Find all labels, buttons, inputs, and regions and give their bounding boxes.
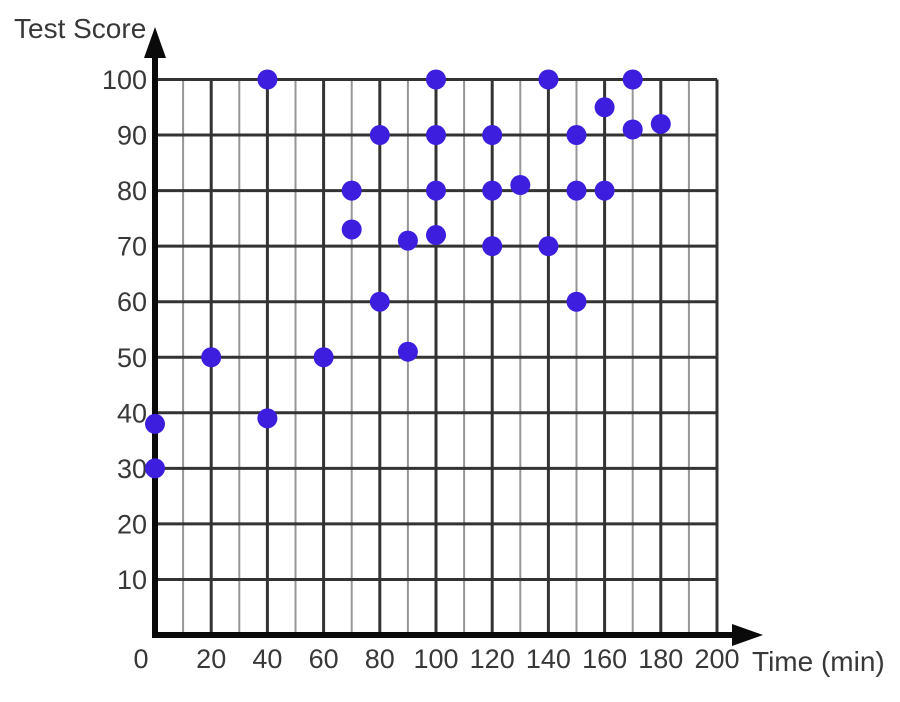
- y-axis-title: Test Score: [14, 13, 146, 44]
- x-tick-label: 100: [413, 644, 458, 674]
- x-tick-label: 0: [133, 644, 148, 674]
- x-tick-label: 120: [470, 644, 515, 674]
- data-point: [397, 341, 418, 362]
- data-point: [426, 225, 446, 246]
- x-axis-arrow-icon: [732, 624, 763, 646]
- data-point: [594, 180, 615, 201]
- data-point: [482, 236, 503, 257]
- data-point: [369, 291, 390, 312]
- y-tick-label: 70: [117, 232, 147, 262]
- data-point: [257, 69, 278, 90]
- y-tick-label: 80: [117, 176, 147, 206]
- data-point: [426, 125, 446, 146]
- data-point: [566, 180, 587, 201]
- data-point: [201, 347, 222, 368]
- data-point: [341, 219, 362, 240]
- tick-labels: 0 20 40 60 80 100 120 140 160 180 200 10 20 30 40 50 60 7…: [102, 65, 740, 674]
- axes: [144, 27, 763, 646]
- x-tick-label: 40: [252, 644, 282, 674]
- y-tick-label: 50: [117, 343, 147, 373]
- y-tick-label: 100: [102, 65, 147, 95]
- x-axis-title: Time (min): [752, 646, 885, 677]
- data-point: [426, 69, 446, 90]
- x-tick-label: 140: [526, 644, 571, 674]
- data-point: [145, 458, 165, 479]
- data-point: [566, 291, 587, 312]
- data-point: [397, 230, 418, 251]
- data-point: [566, 125, 587, 146]
- x-tick-label: 160: [582, 644, 627, 674]
- data-point: [594, 97, 615, 118]
- data-point: [145, 413, 165, 434]
- data-points: [145, 69, 671, 479]
- data-point: [482, 180, 503, 201]
- data-point: [369, 125, 390, 146]
- x-tick-label: 80: [365, 644, 395, 674]
- data-point: [510, 175, 531, 196]
- data-point: [341, 180, 362, 201]
- x-tick-label: 180: [638, 644, 683, 674]
- y-tick-label: 30: [117, 454, 147, 484]
- data-point: [622, 69, 643, 90]
- data-point: [482, 125, 503, 146]
- x-tick-label: 200: [694, 644, 739, 674]
- y-tick-label: 90: [117, 121, 147, 151]
- y-tick-label: 40: [117, 398, 147, 428]
- data-point: [538, 69, 559, 90]
- x-tick-label: 60: [309, 644, 339, 674]
- data-point: [257, 408, 278, 429]
- data-point: [538, 236, 559, 257]
- data-point: [622, 119, 643, 140]
- y-tick-label: 60: [117, 287, 147, 317]
- data-point: [650, 113, 671, 134]
- data-point: [426, 180, 446, 201]
- x-tick-label: 20: [196, 644, 226, 674]
- y-axis-arrow-icon: [144, 27, 166, 58]
- y-tick-label: 20: [117, 509, 147, 539]
- data-point: [313, 347, 334, 368]
- y-tick-label: 10: [117, 565, 147, 595]
